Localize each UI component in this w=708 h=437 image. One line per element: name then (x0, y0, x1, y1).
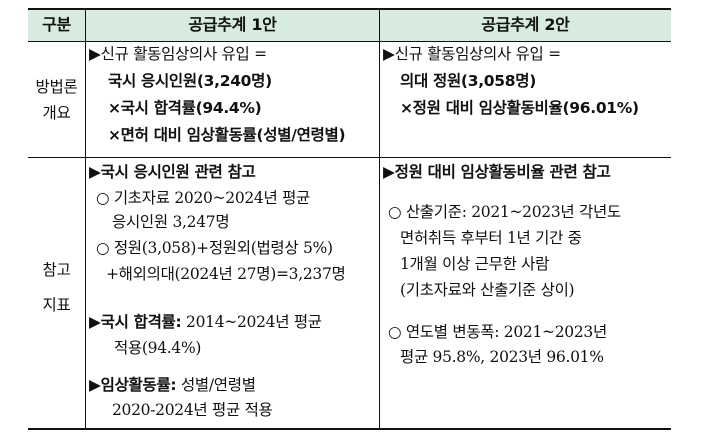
row-divider (28, 157, 671, 158)
top-border (28, 8, 671, 10)
plan2-ref-bullet-cont: 평균 95.8%, 2023년 96.01% (400, 348, 604, 366)
plan1-formula-term: 국시 응시인원(3,240명) (108, 72, 272, 90)
plan2-ref-bullet-cont: 면허취득 후부터 1년 기간 중 (400, 229, 582, 247)
plan1-formula-term: ×국시 합격률(94.4%) (108, 99, 262, 117)
plan1-ref-heading: ▶국시 응시인원 관련 참고 (89, 163, 256, 181)
plan2-formula-title: ▶신규 활동임상의사 유입 = (383, 45, 561, 63)
plan2-ref-bullet: ○ 연도별 변동폭: 2021~2023년 (388, 323, 607, 341)
plan1-activity-line: ▶임상활동률: 성별/연령별 (89, 375, 256, 395)
header-row (28, 9, 671, 41)
plan1-pass-rate-line: ▶국시 합격률: 2014~2024년 평균 (89, 312, 322, 332)
header-divider (28, 41, 671, 42)
plan1-ref-bullet: ○ 기초자료 2020~2024년 평균 (96, 189, 311, 207)
header-category: 구분 (42, 15, 71, 34)
row-label-overview: 개요 (42, 104, 71, 122)
bottom-border (28, 428, 671, 430)
plan1-pass-rate-cont: 적용(94.4%) (114, 339, 202, 357)
row-label-indicator: 지표 (42, 296, 71, 314)
plan2-ref-bullet-cont: 1개월 이상 근무한 사람 (400, 255, 550, 273)
plan2-ref-heading: ▶정원 대비 임상활동비율 관련 참고 (383, 163, 611, 181)
plan1-formula-term: ×면허 대비 임상활동률(성별/연령별) (108, 126, 346, 144)
plan1-activity-cont: 2020-2024년 평균 적용 (112, 401, 273, 419)
header-plan-2: 공급추계 2안 (481, 15, 570, 34)
plan1-ref-bullet-cont: +해외의대(2024년 27명)=3,237명 (106, 265, 346, 283)
row-label-methodology: 방법론 (35, 78, 78, 96)
plan2-formula-term: 의대 정원(3,058명) (400, 72, 536, 90)
row-label-reference: 참고 (42, 261, 71, 279)
plan2-ref-bullet-cont: (기초자료와 산출기준 상이) (400, 281, 575, 299)
plan1-pass-rate-heading: ▶국시 합격률: (89, 313, 182, 331)
header-plan-1: 공급추계 1안 (188, 15, 277, 34)
col-divider-2 (379, 9, 380, 429)
plan1-pass-rate-text: 2014~2024년 평균 (181, 313, 322, 331)
plan2-formula-term: ×정원 대비 임상활동비율(96.01%) (400, 99, 639, 117)
col-divider-1 (85, 9, 86, 429)
plan2-ref-bullet: ○ 산출기준: 2021~2023년 각년도 (388, 203, 621, 221)
plan1-activity-text: 성별/연령별 (176, 376, 256, 394)
plan1-ref-bullet-cont: 응시인원 3,247명 (112, 213, 230, 231)
plan1-formula-title: ▶신규 활동임상의사 유입 = (89, 45, 267, 63)
plan1-ref-bullet: ○ 정원(3,058)+정원외(법령상 5%) (96, 239, 333, 257)
plan1-activity-heading: ▶임상활동률: (89, 376, 177, 394)
